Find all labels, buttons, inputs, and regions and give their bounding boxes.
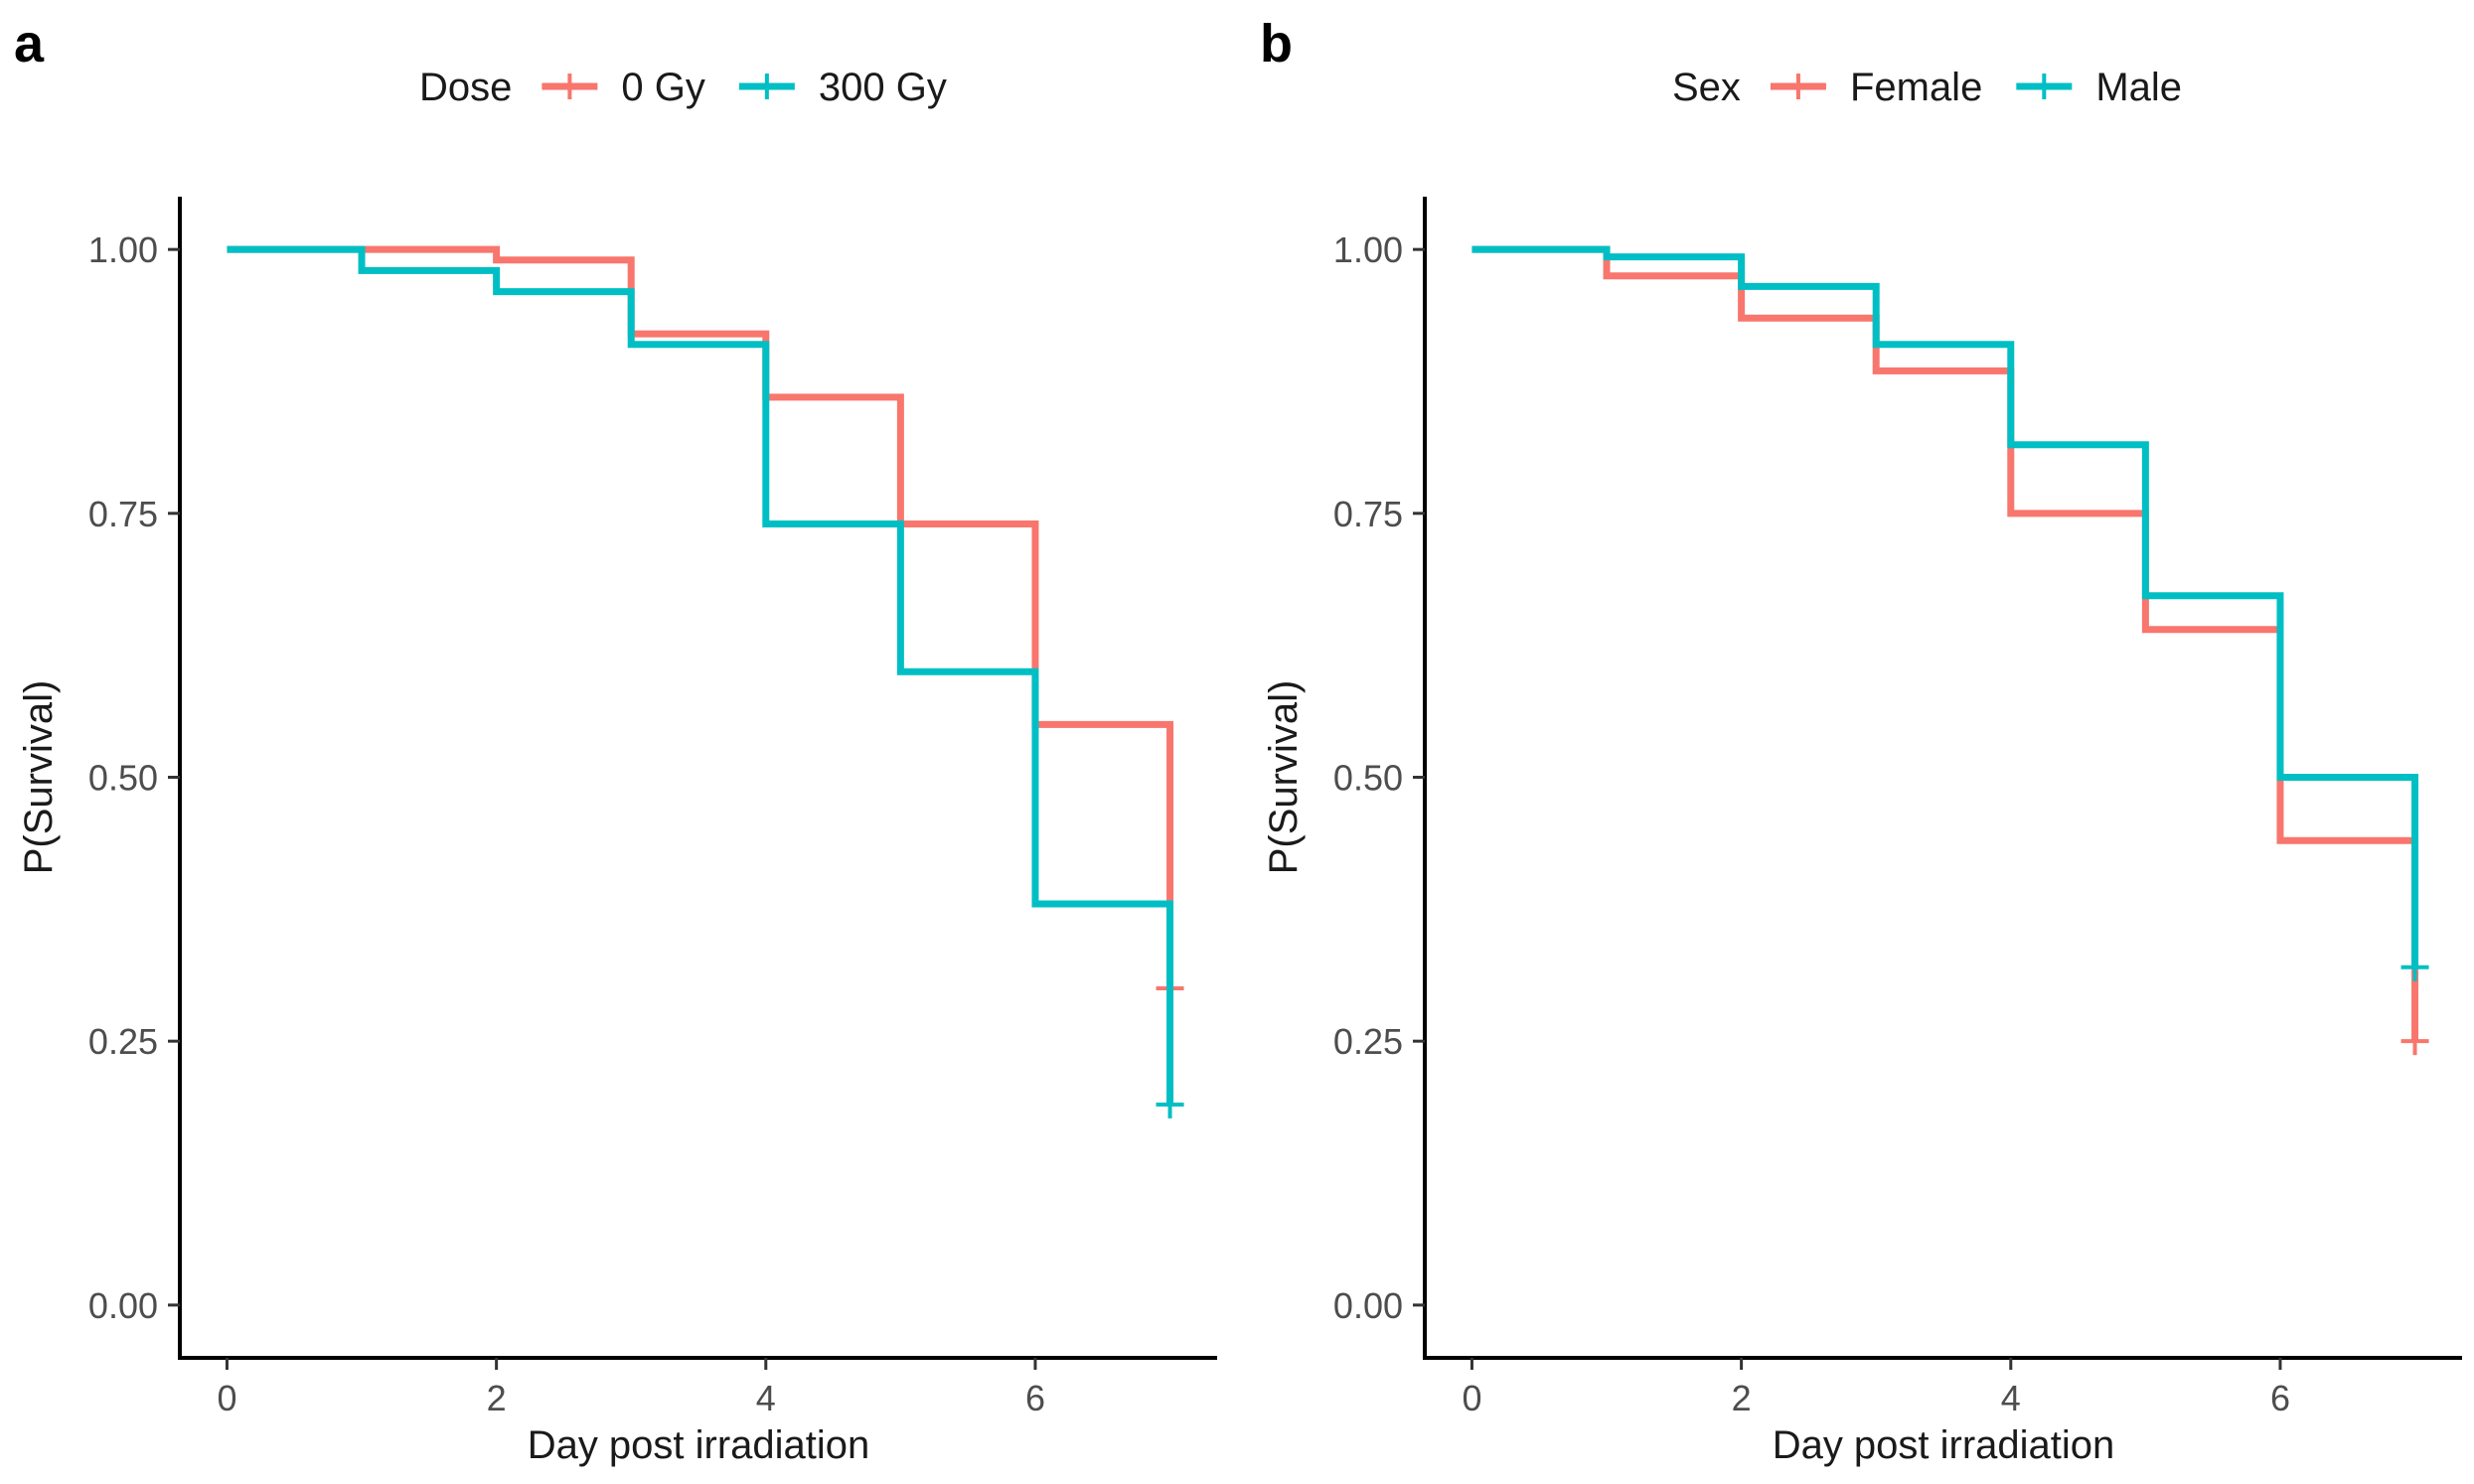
panel-b-legend-key-0 (1770, 74, 1826, 99)
panel-b-plot: 0.00 0.25 0.50 0.75 1.00 0 2 4 6 Day post irradia… (1262, 197, 2462, 1467)
panel-b-y-tick-label: 0.25 (1333, 1021, 1403, 1062)
panel-b-y-tick-label: 0.75 (1333, 494, 1403, 534)
panel-b: b Sex Female Male 0.00 0.25 0.50 0.75 1.00 0 2 4 6… (1260, 14, 2462, 1467)
panel-b-censor-mark-1 (2400, 953, 2429, 981)
panel-a-series-line-1 (227, 245, 1174, 1105)
panel-a-y-tick-label: 0.75 (88, 494, 158, 534)
panel-a-legend-label-1: 300 Gy (819, 66, 947, 109)
panel-a-y-tick-label: 0.25 (88, 1021, 158, 1062)
panel-b-legend-title: Sex (1672, 66, 1741, 109)
panel-b-legend-key-1 (2016, 74, 2073, 99)
panel-a-x-axis-title: Day post irradiation (528, 1423, 870, 1467)
panel-b-x-tick-label: 4 (2001, 1378, 2021, 1418)
panel-b-series-line-0 (1471, 245, 2419, 1042)
panel-b-y-tick-label: 0.00 (1333, 1285, 1403, 1326)
panel-b-x-tick-label: 6 (2270, 1378, 2290, 1418)
panel-b-y-axis-title: P(Survival) (1262, 680, 1306, 875)
panel-b-letter: b (1260, 14, 1293, 74)
panel-b-series-line-1 (1471, 245, 2419, 967)
panel-b-legend: Sex Female Male (1672, 66, 2182, 109)
panel-a-letter: a (14, 14, 45, 74)
panel-a: a Dose 0 Gy 300 Gy 0.00 0.25 0.50 0.75 1.00 0 2 4… (14, 14, 1217, 1467)
panel-b-legend-label-1: Male (2095, 66, 2182, 109)
panel-b-x-tick-label: 0 (1462, 1378, 1481, 1418)
panel-a-y-tick-label: 0.50 (88, 758, 158, 799)
panel-a-y-tick-label: 0.00 (88, 1285, 158, 1326)
panel-a-legend-key-1 (738, 74, 795, 99)
panel-a-series-line-0 (227, 245, 1174, 989)
panel-a-legend-key-0 (541, 74, 598, 99)
panel-a-legend: Dose 0 Gy 300 Gy (419, 66, 947, 109)
panel-a-legend-label-0: 0 Gy (621, 66, 704, 109)
panel-a-y-tick-label: 1.00 (88, 229, 158, 270)
panel-b-censor-mark-0 (2400, 1027, 2429, 1056)
panel-a-plot: 0.00 0.25 0.50 0.75 1.00 0 2 4 6 Day post irradia… (17, 197, 1217, 1467)
panel-a-x-tick-label: 2 (487, 1378, 507, 1418)
panel-a-x-tick-label: 0 (217, 1378, 236, 1418)
panel-a-x-tick-label: 4 (756, 1378, 776, 1418)
panel-b-x-tick-label: 2 (1732, 1378, 1752, 1418)
panel-a-y-axis-title: P(Survival) (17, 680, 61, 875)
panel-b-y-tick-label: 0.50 (1333, 758, 1403, 799)
panel-a-x-tick-label: 6 (1025, 1378, 1045, 1418)
panel-a-legend-title: Dose (419, 66, 512, 109)
panel-a-censor-mark-1 (1156, 1090, 1184, 1118)
panel-b-y-tick-label: 1.00 (1333, 229, 1403, 270)
panel-b-x-axis-title: Day post irradiation (1773, 1423, 2115, 1467)
panel-b-legend-label-0: Female (1850, 66, 1982, 109)
